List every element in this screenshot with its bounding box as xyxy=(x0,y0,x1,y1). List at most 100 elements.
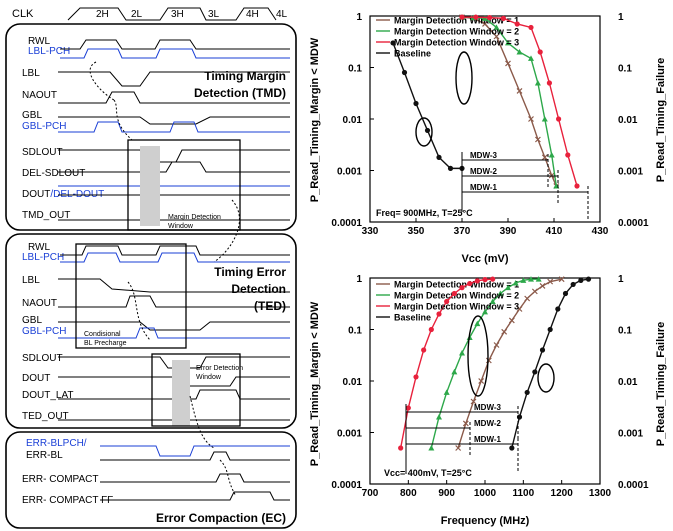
chart0-xtick-label: 410 xyxy=(546,226,563,237)
chart0-series-3-point xyxy=(436,154,442,160)
ted-sig-naout: NAOUT xyxy=(22,298,57,309)
ted-sig-dout-lat: DOUT_LAT xyxy=(22,390,74,401)
chart1-series-2-point xyxy=(436,311,442,317)
chart0-series-0-point xyxy=(482,21,488,27)
chart1-series-1-point xyxy=(505,284,511,291)
chart1-legend-label: Baseline xyxy=(394,313,431,323)
ted-precharge-label-2: BL Precharge xyxy=(84,340,127,347)
chart1-legend-label: Margin Detection Window = 3 xyxy=(394,302,519,312)
chart1-series-3-point xyxy=(585,276,592,282)
tmd-title-1: Timing Margin xyxy=(204,69,286,83)
chart1-series-0-point xyxy=(462,420,469,427)
chart1-legend-label: Margin Detection Window = 2 xyxy=(394,291,519,301)
timing-diagram: CLK 2H 2L 3H 3L 4H 4L RWL LBL-PCH LBL NA… xyxy=(5,7,297,529)
chart0-series-0-point xyxy=(534,136,541,143)
chart0-series-3-point xyxy=(413,100,419,107)
chart1-series-0-point xyxy=(478,378,485,384)
chart1-xtick-label: 900 xyxy=(438,488,455,499)
ted-panel: RWL LBL-PCH LBL NAOUT GBL GBL-PCH SDLOUT… xyxy=(5,233,297,449)
chart1-series-1-point xyxy=(497,290,504,297)
chart1-series-3-point xyxy=(547,326,553,333)
chart1-mdw-label: MDW-3 xyxy=(474,403,501,412)
chart0-ytick-label-left: 0.1 xyxy=(348,64,362,75)
chart0-ytick-label-right: 0.1 xyxy=(618,64,632,75)
ted-dependency-arrows xyxy=(127,281,215,449)
chart0-ytick-label-left: 1 xyxy=(356,12,362,23)
chart0-xtick-label: 370 xyxy=(454,226,471,237)
clk-phase-3h: 3H xyxy=(171,9,184,20)
ted-sig-sdlout: SDLOUT xyxy=(22,353,63,364)
chart1-series-3-point xyxy=(539,347,546,353)
chart1-ytick-label-left: 0.01 xyxy=(343,377,363,388)
tmd-window-label-1: Margin Detection xyxy=(168,214,221,221)
chart0-legend-label: Margin Detection Window = 2 xyxy=(394,27,519,37)
chart0-series-2-point xyxy=(556,116,562,122)
chart1-series-3-point xyxy=(555,306,561,312)
chart-freq-ylabel-right: P_Read_Timing_Failure xyxy=(655,322,667,447)
ted-sig-gbl: GBL xyxy=(22,315,42,326)
chart1-ytick-label-left: 0.1 xyxy=(348,326,362,337)
chart1-series-2-point xyxy=(413,374,419,380)
ted-sig-rwl: RWL xyxy=(28,242,50,253)
chart1-series-0-point xyxy=(493,342,500,348)
chart1-series-2-point xyxy=(444,298,450,305)
chart1-mdw-label: MDW-2 xyxy=(474,419,501,428)
chart0-mdw-label: MDW-2 xyxy=(470,167,497,176)
chart1-series-1-point xyxy=(451,368,458,375)
ted-error-window-box xyxy=(151,353,241,427)
chart1-series-2-point xyxy=(405,405,411,411)
chart1-series-1-point xyxy=(443,389,450,395)
ec-title: Error Compaction (EC) xyxy=(156,511,286,525)
chart1-series-0-point xyxy=(501,328,508,335)
chart0-xtick-label: 330 xyxy=(362,226,379,237)
ec-dependency-arrow xyxy=(219,459,237,497)
clk-phase-4h: 4H xyxy=(246,9,259,20)
tmd-sig-naout: NAOUT xyxy=(22,90,57,101)
ec-sig-err-bl: ERR-BL xyxy=(26,450,63,461)
chart0-highlight-ellipse xyxy=(415,117,433,147)
ted-title-3: (TED) xyxy=(254,299,286,313)
clk-phase-4l: 4L xyxy=(276,9,288,20)
chart1-ytick-label-left: 0.0001 xyxy=(331,480,362,491)
ted-box xyxy=(5,233,297,429)
chart0-ytick-label-right: 0.001 xyxy=(618,167,643,178)
chart1-series-2-point xyxy=(428,326,434,333)
clk-phase-2l: 2L xyxy=(131,9,143,20)
chart0-mdw-label: MDW-3 xyxy=(470,151,497,160)
chart0-series-1-point xyxy=(493,24,500,30)
chart1-series-0-point xyxy=(524,295,531,302)
chart1-series-1-point xyxy=(474,320,481,327)
chart0-series-1-point xyxy=(505,39,511,46)
ted-window-label-1: Error Detection xyxy=(196,365,243,372)
tmd-sig-rwl: RWL xyxy=(28,36,50,47)
chart1-highlight-ellipse xyxy=(537,363,555,393)
tmd-sig-lbl-pch: LBL-PCH xyxy=(28,46,70,57)
chart1-series-0-point xyxy=(455,445,462,451)
chart0-xtick-label: 350 xyxy=(408,226,425,237)
ted-precharge-label-1: Condisional xyxy=(84,331,121,338)
chart1-series-3-point xyxy=(509,445,515,451)
chart0-series-2-point xyxy=(546,80,553,86)
ec-waveforms xyxy=(100,445,290,501)
clk-label: CLK xyxy=(12,8,34,20)
chart0-series-3-point xyxy=(401,69,408,76)
tmd-sig-tmd-out: TMD_OUT xyxy=(22,210,70,221)
chart1-series-3-point xyxy=(562,290,569,297)
chart-freq: Frequency (MHz) P_Read_Timing_Margin < M… xyxy=(309,274,667,527)
chart0-series-2-point xyxy=(574,183,580,189)
chart-vcc-ylabel-right: P_Read_Timing_Failure xyxy=(655,58,667,183)
clk-header: CLK 2H 2L 3H 3L 4H 4L xyxy=(12,7,288,21)
chart1-ytick-label-right: 0.01 xyxy=(618,377,638,388)
chart1-series-2-point xyxy=(421,347,427,353)
chart1-series-3-point xyxy=(532,369,538,375)
chart0-ytick-label-left: 0.01 xyxy=(343,115,363,126)
chart1-ytick-label-left: 0.001 xyxy=(337,429,362,440)
chart1-ytick-label-right: 0.0001 xyxy=(618,480,649,491)
tmd-window-shade xyxy=(140,146,160,226)
chart0-series-2-point xyxy=(565,152,571,158)
chart0-series-1-point xyxy=(541,116,548,122)
chart1-xtick-label: 700 xyxy=(362,488,379,499)
chart1-series-2-point xyxy=(482,277,488,283)
chart1-ytick-label-right: 0.1 xyxy=(618,326,632,337)
